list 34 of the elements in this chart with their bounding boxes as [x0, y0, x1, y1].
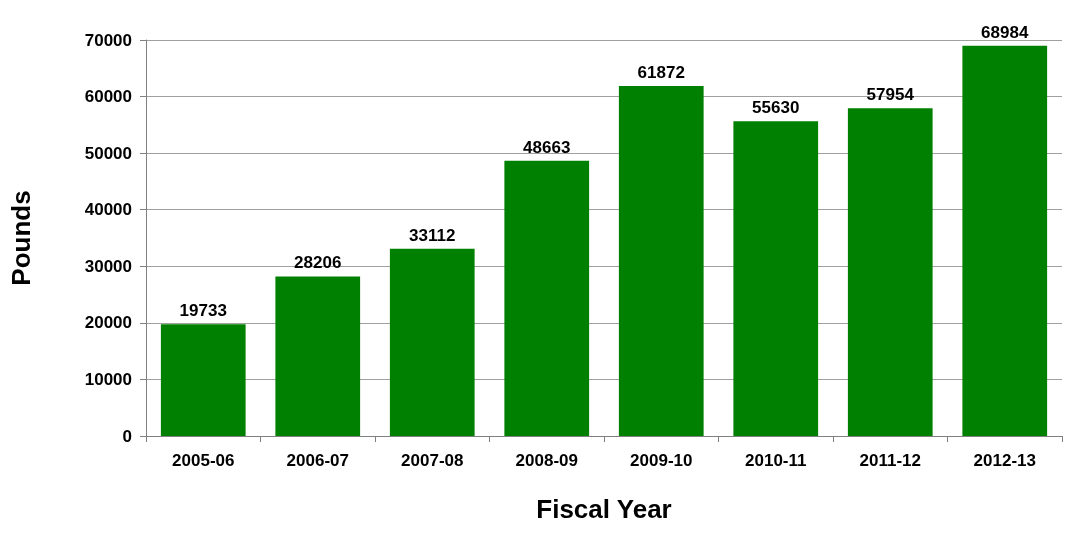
- bar: [847, 108, 933, 436]
- bar: [962, 45, 1048, 436]
- bar: [618, 85, 704, 436]
- bar: [504, 160, 590, 436]
- y-tick-label: 70000: [84, 30, 132, 50]
- x-tick-label: 2006-07: [286, 451, 349, 470]
- y-tick-label: 10000: [84, 369, 132, 389]
- y-axis-title: Pounds: [6, 190, 36, 286]
- data-label: 57954: [866, 85, 915, 105]
- y-tick-label: 20000: [84, 313, 132, 333]
- x-tick-label: 2010-11: [745, 451, 807, 470]
- y-tick-label: 0: [122, 426, 132, 446]
- data-label: 61872: [637, 62, 685, 82]
- data-label: 48663: [523, 137, 571, 157]
- y-tick-label: 50000: [84, 143, 132, 163]
- y-tick-label: 60000: [84, 87, 132, 107]
- bar: [733, 121, 819, 436]
- bar: [275, 276, 361, 436]
- bar: [389, 248, 475, 436]
- x-tick-label: 2009-10: [630, 451, 693, 470]
- x-tick-label: 2012-13: [973, 451, 1036, 470]
- data-label: 28206: [294, 253, 342, 273]
- x-tick-label: 2008-09: [515, 451, 578, 470]
- data-label: 19733: [179, 301, 227, 321]
- x-tick-label: 2007-08: [401, 451, 464, 470]
- data-label: 68984: [981, 22, 1029, 42]
- y-tick-label: 40000: [84, 200, 132, 220]
- x-tick-label: 2011-12: [859, 451, 921, 470]
- data-label: 33112: [409, 225, 456, 245]
- x-tick-label: 2005-06: [172, 451, 235, 470]
- y-tick-label: 30000: [84, 256, 132, 276]
- x-axis-title: Fiscal Year: [536, 494, 672, 524]
- bar: [160, 324, 246, 436]
- data-label: 55630: [752, 98, 800, 118]
